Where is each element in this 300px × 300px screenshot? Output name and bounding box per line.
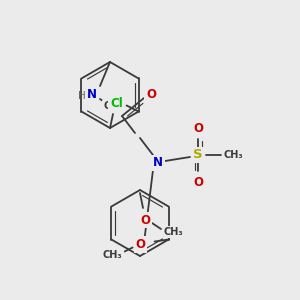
Text: N: N xyxy=(87,88,97,100)
Text: CH₃: CH₃ xyxy=(103,250,122,260)
Text: O: O xyxy=(136,238,146,251)
Text: O: O xyxy=(146,88,156,101)
Text: CH₃: CH₃ xyxy=(103,101,123,111)
Text: N: N xyxy=(153,157,163,169)
Text: O: O xyxy=(140,214,150,226)
Text: O: O xyxy=(193,122,203,134)
Text: CH₃: CH₃ xyxy=(223,150,243,160)
Text: Cl: Cl xyxy=(110,97,123,110)
Text: O: O xyxy=(193,176,203,188)
Text: H: H xyxy=(78,91,86,101)
Text: CH₃: CH₃ xyxy=(163,227,183,237)
Text: S: S xyxy=(193,148,203,161)
